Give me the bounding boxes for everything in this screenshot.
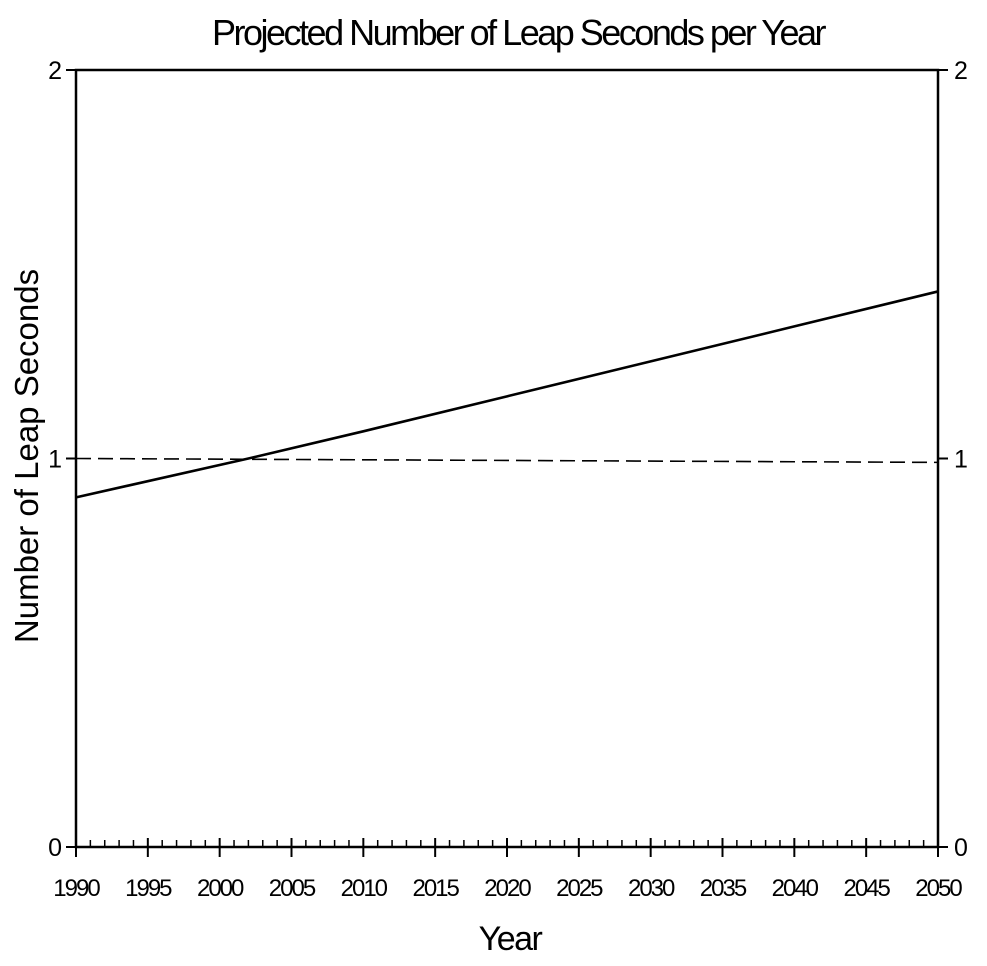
x-tick-label: 2050 xyxy=(915,875,962,902)
x-tick-label: 2010 xyxy=(341,875,388,902)
x-tick-label: 2045 xyxy=(843,875,890,902)
right-y-tick-label: 1 xyxy=(954,446,968,474)
x-tick-label: 2005 xyxy=(269,875,316,902)
plot-frame xyxy=(74,68,940,849)
series-line-solid xyxy=(75,290,939,499)
x-tick-label: 2000 xyxy=(197,875,244,902)
y-tick-labels: 0 1 2 xyxy=(48,57,62,862)
y-tick-label: 1 xyxy=(48,446,62,474)
x-tick-label: 2020 xyxy=(484,875,531,902)
x-tick-label: 2015 xyxy=(412,875,459,902)
right-y-tick-labels: 0 1 2 xyxy=(954,57,968,862)
x-tick-label: 1995 xyxy=(125,875,172,902)
y-tick-label: 0 xyxy=(48,834,62,862)
right-y-tick-label: 2 xyxy=(954,57,968,85)
y-tick-label: 2 xyxy=(48,57,62,85)
y-axis-label: Number of Leap Seconds xyxy=(8,269,45,643)
x-minor-ticks xyxy=(89,840,925,847)
x-tick-label: 2040 xyxy=(772,875,819,902)
x-tick-labels: 1990 1995 2000 2005 2010 2015 2020 2025 2030 2035… xyxy=(53,875,964,902)
right-y-tick-label: 0 xyxy=(954,834,968,862)
x-tick-label: 1990 xyxy=(53,875,100,902)
series-line-dashed xyxy=(75,457,939,464)
x-tick-label: 2025 xyxy=(556,875,603,902)
series-layer xyxy=(75,290,939,499)
chart-title: Projected Number of Leap Seconds per Yea… xyxy=(212,12,826,53)
x-tick-label: 2030 xyxy=(628,875,675,902)
x-tick-label: 2035 xyxy=(700,875,747,902)
y-ticks xyxy=(66,69,948,848)
x-axis-label: Year xyxy=(479,920,543,958)
